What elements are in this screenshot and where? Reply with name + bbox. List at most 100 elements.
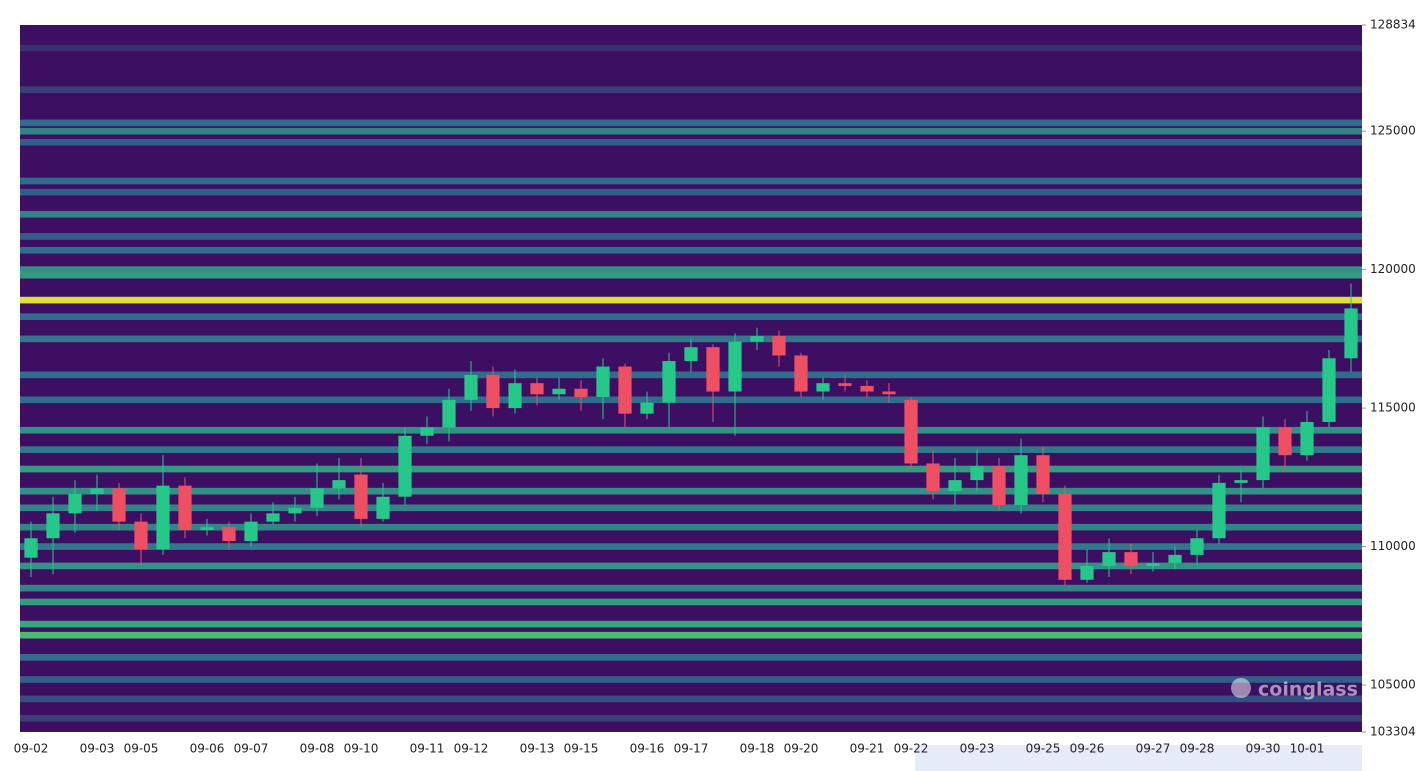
y-tick-label: 115000 <box>1370 401 1416 415</box>
candle-body <box>420 427 434 436</box>
navigator[interactable] <box>915 745 1362 771</box>
candle-body <box>288 507 302 514</box>
candle-body <box>68 493 82 514</box>
heatmap-band <box>20 233 1362 240</box>
x-tick-label: 09-15 <box>564 742 599 756</box>
heatmap-band <box>20 598 1362 606</box>
y-tick-label: 120000 <box>1370 262 1416 276</box>
candle-body <box>1168 554 1182 564</box>
x-tick-label: 09-05 <box>124 742 159 756</box>
candle-body <box>310 488 324 508</box>
candle-body <box>464 374 478 400</box>
heatmap-band <box>20 271 1362 279</box>
candle-body <box>90 488 104 494</box>
candle-body <box>200 527 214 530</box>
candle-body <box>266 513 280 522</box>
candle-body <box>178 485 192 530</box>
y-tick-label: 103304 <box>1370 725 1416 739</box>
x-tick-label: 09-06 <box>190 742 225 756</box>
heatmap-band <box>20 127 1362 135</box>
heatmap-band <box>20 487 1362 495</box>
candle-body <box>24 538 38 558</box>
y-tick-label: 128834 <box>1370 18 1416 32</box>
x-tick-label: 09-03 <box>80 742 115 756</box>
candle-body <box>442 399 456 428</box>
candle-body <box>552 388 566 395</box>
heatmap-band <box>20 631 1362 639</box>
x-tick-label: 09-17 <box>674 742 709 756</box>
watermark-text: coinglass <box>1258 679 1358 701</box>
heatmap-band <box>20 654 1362 661</box>
candle-body <box>882 391 896 395</box>
heatmap-band <box>20 86 1362 93</box>
candle-body <box>1124 552 1138 566</box>
candle-body <box>948 480 962 492</box>
candle-body <box>992 466 1006 506</box>
heatmap-band <box>20 138 1362 146</box>
heatmap-band <box>20 266 1362 273</box>
y-tick-label: 125000 <box>1370 124 1416 138</box>
candle-body <box>332 480 346 489</box>
candle-body <box>926 463 940 492</box>
x-tick-label: 09-27 <box>1136 742 1171 756</box>
candle-body <box>1212 482 1226 539</box>
heatmap-band <box>20 504 1362 512</box>
candle-body <box>1234 480 1248 483</box>
x-tick-label: 09-26 <box>1070 742 1105 756</box>
candle-body <box>1278 427 1292 456</box>
candle-body <box>1080 565 1094 580</box>
heatmap-band <box>20 543 1362 550</box>
y-tick-label: 105000 <box>1370 678 1416 692</box>
x-tick-label: 09-07 <box>234 742 269 756</box>
candle-body <box>1146 563 1160 566</box>
heatmap-band <box>20 584 1362 592</box>
y-tick-label: 110000 <box>1370 539 1416 553</box>
candle-body <box>112 488 126 522</box>
x-tick-label: 09-30 <box>1246 742 1281 756</box>
candle-body <box>222 527 236 542</box>
candle-body <box>1344 308 1358 359</box>
heatmap-band <box>20 371 1362 379</box>
candle-body <box>1190 538 1204 555</box>
candle-body <box>354 474 368 519</box>
heatmap-band <box>20 246 1362 254</box>
candle-body <box>618 366 632 414</box>
candle-body <box>1256 427 1270 481</box>
candle-body <box>640 402 654 414</box>
x-tick-label: 09-02 <box>14 742 49 756</box>
candle-body <box>530 383 544 395</box>
candle-body <box>684 347 698 362</box>
x-tick-label: 09-16 <box>630 742 665 756</box>
candle-body <box>46 513 60 539</box>
candle-body <box>838 383 852 386</box>
heatmap-band <box>20 714 1362 722</box>
candle-body <box>772 336 786 356</box>
x-tick-label: 09-22 <box>894 742 929 756</box>
x-tick-label: 09-20 <box>784 742 819 756</box>
x-tick-label: 09-13 <box>520 742 555 756</box>
candle-body <box>1014 455 1028 506</box>
heatmap-band <box>20 210 1362 218</box>
candle-body <box>662 361 676 403</box>
candle-body <box>596 366 610 398</box>
candle-body <box>486 374 500 409</box>
watermark: coinglass <box>1231 678 1358 701</box>
x-tick-label: 09-08 <box>300 742 335 756</box>
x-tick-label: 09-23 <box>960 742 995 756</box>
candle-body <box>750 336 764 342</box>
candle-body <box>574 388 588 398</box>
x-tick-label: 10-01 <box>1290 742 1325 756</box>
heatmap-band <box>20 695 1362 703</box>
logo <box>1231 678 1251 698</box>
heatmap-band <box>20 465 1362 473</box>
heatmap-band <box>20 296 1362 304</box>
candle-body <box>816 383 830 392</box>
heatmap-band <box>20 313 1362 321</box>
heatmap-band <box>20 676 1362 683</box>
x-tick-label: 09-28 <box>1180 742 1215 756</box>
heatmap-band <box>20 119 1362 127</box>
candle-body <box>860 385 874 392</box>
candle-body <box>970 466 984 481</box>
candle-body <box>1300 421 1314 456</box>
